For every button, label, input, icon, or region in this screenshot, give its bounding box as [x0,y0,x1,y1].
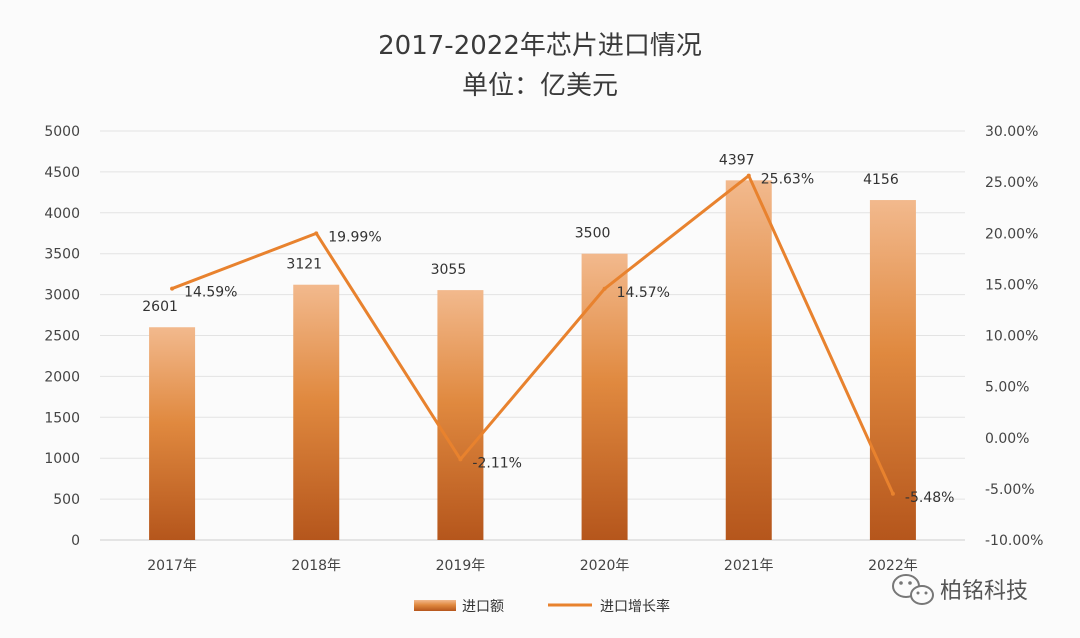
y-left-tick-label: 4000 [44,206,80,222]
bar-data-label: 3500 [575,226,611,242]
watermark: 柏铭科技 [892,574,1028,605]
line-point[interactable] [602,286,607,291]
y-left-tick-label: 1500 [44,410,80,426]
line-point[interactable] [890,491,895,496]
y-left-tick-label: 3000 [44,288,80,304]
gridlines [100,130,965,541]
x-tick-label: 2020年 [580,558,630,574]
x-tick-label: 2022年 [868,558,918,574]
growth-line[interactable] [171,174,895,495]
legend-bar-swatch [414,600,456,611]
x-tick-label: 2018年 [291,558,341,574]
y-right-tick-label: -5.00% [985,482,1035,498]
x-tick-labels: 2017年 2018年 2019年 2020年 2021年 2022年 [147,558,917,574]
y-left-tick-labels: 0 500 1000 1500 2000 2500 3000 3500 4000 4500 5000 [44,124,80,549]
x-tick-label: 2017年 [147,558,197,574]
chart-subtitle: 单位：亿美元 [462,71,618,101]
y-left-tick-label: 5000 [44,124,80,140]
bar[interactable] [293,284,340,540]
chart-title: 2017-2022年芯片进口情况 [378,31,702,61]
y-right-tick-label: 5.00% [985,380,1029,396]
y-right-tick-label: 10.00% [985,329,1038,345]
x-tick-label: 2021年 [724,558,774,574]
legend-item-bar[interactable]: 进口额 [414,599,504,615]
line-series [170,173,895,496]
line-data-label: 14.59% [184,285,237,301]
y-right-tick-label: 0.00% [985,431,1029,447]
line-point[interactable] [314,231,319,236]
bar-data-label: 2601 [142,299,178,315]
line-point[interactable] [458,457,463,462]
y-left-tick-label: 0 [71,533,80,549]
bar-data-label: 4156 [863,172,899,188]
line-point[interactable] [170,286,175,291]
x-tick-label: 2019年 [436,558,486,574]
line-data-label: -5.48% [905,490,955,506]
y-right-tick-labels: -10.00% -5.00% 0.00% 5.00% 10.00% 15.00% 20.00… [985,124,1043,549]
y-right-tick-label: 15.00% [985,277,1038,293]
bar[interactable] [149,327,196,540]
line-data-label: 19.99% [328,229,381,245]
y-left-tick-label: 2500 [44,329,80,345]
legend-item-line[interactable]: 进口增长率 [548,598,670,615]
wechat-icon [892,574,934,605]
watermark-text: 柏铭科技 [940,579,1028,604]
y-right-tick-label: 25.00% [985,175,1038,191]
bar[interactable] [869,200,916,541]
bar[interactable] [437,290,484,540]
bar-data-label: 3055 [431,262,467,278]
legend-line-label: 进口增长率 [600,598,670,615]
legend: 进口额 进口增长率 [414,598,670,615]
line-point[interactable] [746,173,751,178]
y-left-tick-label: 4500 [44,165,80,181]
bar-data-labels: 2601 3121 3055 3500 4397 4156 [142,152,899,315]
bar[interactable] [581,253,628,540]
y-left-tick-label: 500 [53,492,80,508]
line-data-label: 14.57% [617,285,670,301]
bar[interactable] [725,180,772,541]
bar-series [149,180,916,541]
y-left-tick-label: 2000 [44,369,80,385]
bar-data-label: 4397 [719,152,755,168]
y-left-tick-label: 3500 [44,247,80,263]
legend-bar-label: 进口额 [462,599,504,615]
line-data-labels: 14.59% 19.99% -2.11% 14.57% 25.63% -5.48% [184,172,954,506]
line-data-label: 25.63% [761,172,814,188]
y-right-tick-label: -10.00% [985,533,1043,549]
line-data-label: -2.11% [472,455,522,471]
y-right-tick-label: 20.00% [985,226,1038,242]
bar-data-label: 3121 [286,257,322,273]
y-left-tick-label: 1000 [44,451,80,467]
y-right-tick-label: 30.00% [985,124,1038,140]
